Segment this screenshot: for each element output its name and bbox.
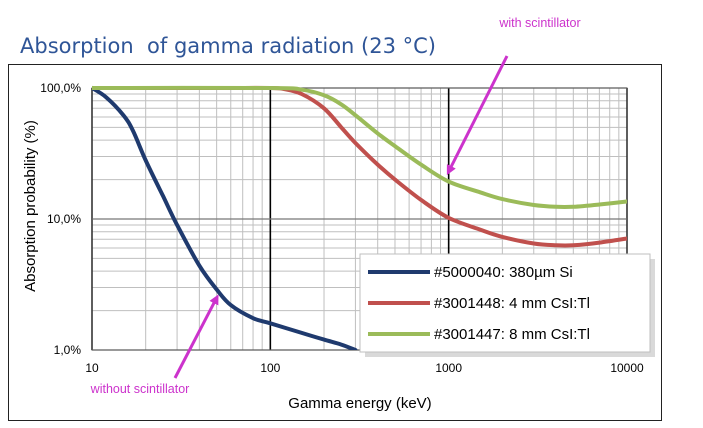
page-title: Absorption of gamma radiation (23 °C)	[20, 34, 436, 58]
x-axis-label: Gamma energy (keV)	[288, 395, 431, 412]
y-tick-labels: 1,0% 10,0% 100,0%	[40, 81, 81, 357]
x-tick-labels: 10 100 1000 10000	[85, 361, 644, 375]
series-lines	[92, 85, 627, 350]
annotation-without-scintillator: without scintillator	[90, 382, 190, 396]
series-line-1	[92, 86, 358, 350]
legend-entry-label: #5000040: 380µm Si	[434, 264, 573, 281]
x-tick-label: 10000	[610, 361, 644, 375]
series-line-2	[92, 85, 627, 248]
y-tick-label: 100,0%	[40, 81, 81, 95]
y-axis-label: Absorption probability (%)	[22, 120, 39, 292]
legend-entry-label: #3001447: 8 mm CsI:Tl	[434, 326, 590, 343]
annotations: with scintillator without scintillator	[90, 16, 581, 396]
series-line-3	[92, 85, 627, 210]
annotation-with-scintillator: with scintillator	[498, 16, 580, 30]
x-tick-label: 10	[85, 361, 99, 375]
annotation-arrow-with-scintillator	[446, 55, 509, 176]
y-tick-label: 10,0%	[47, 212, 81, 226]
legend-entry-label: #3001448: 4 mm CsI:Tl	[434, 295, 590, 312]
x-tick-label: 1000	[435, 361, 462, 375]
annotation-arrow-without-scintillator	[173, 294, 219, 379]
x-tick-label: 100	[260, 361, 280, 375]
y-tick-label: 1,0%	[54, 343, 82, 357]
legend: #5000040: 380µm Si #3001448: 4 mm CsI:Tl #…	[359, 253, 655, 357]
chart-frame	[8, 64, 662, 421]
